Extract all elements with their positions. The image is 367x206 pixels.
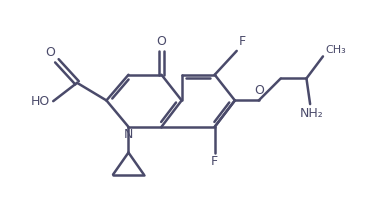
Text: CH₃: CH₃ (326, 44, 346, 55)
Text: F: F (239, 35, 246, 48)
Text: O: O (254, 84, 264, 97)
Text: O: O (45, 46, 55, 59)
Text: HO: HO (31, 95, 50, 108)
Text: N: N (124, 128, 133, 141)
Text: NH₂: NH₂ (300, 107, 324, 120)
Text: F: F (211, 156, 218, 169)
Text: O: O (157, 35, 166, 48)
